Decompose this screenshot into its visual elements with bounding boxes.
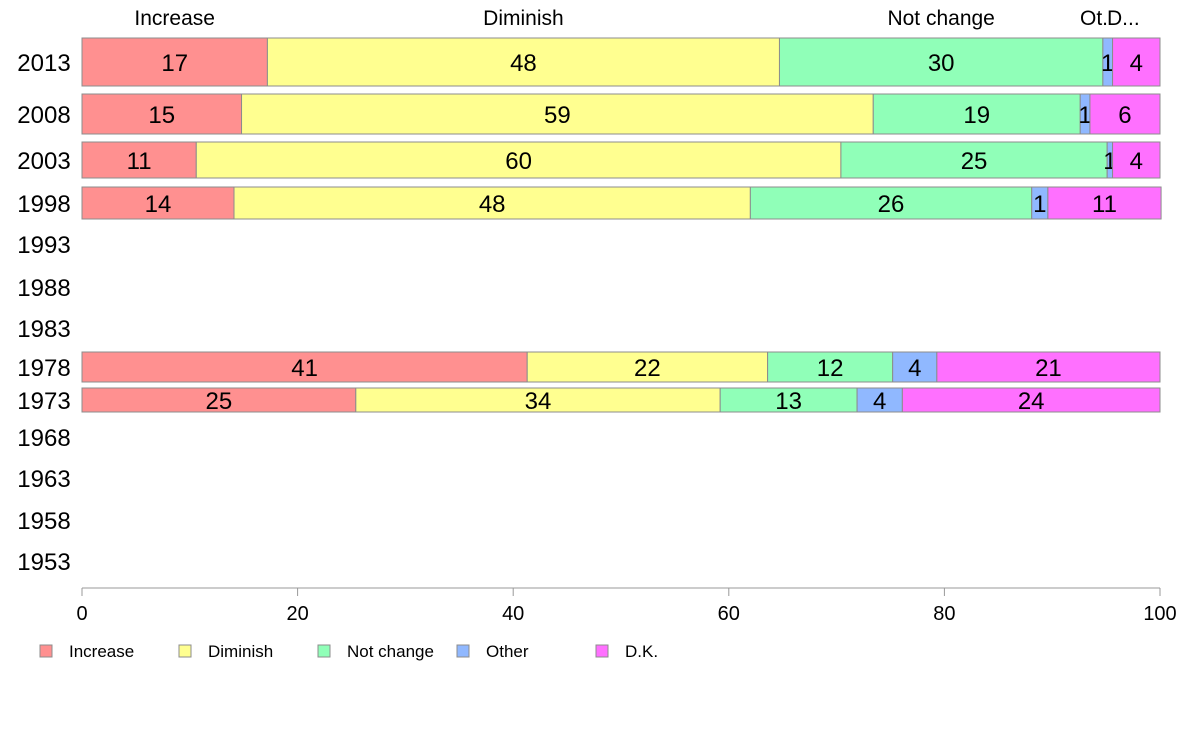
- legend-swatch-d-k-: [595, 644, 609, 658]
- bar-2008-increase: [81, 93, 243, 135]
- legend-swatch-increase: [39, 644, 53, 658]
- legend-label-not-change: Not change: [347, 642, 434, 661]
- x-tick-label-0: 0: [76, 603, 87, 625]
- x-tick-label-80: 80: [933, 603, 955, 625]
- data-label-1978-diminish: 22: [634, 355, 661, 382]
- data-label-1973-other: 4: [873, 388, 886, 415]
- year-label-1993: 1993: [17, 232, 70, 259]
- column-header-1: Diminish: [483, 7, 564, 30]
- bar-2003-d-k-: [1112, 141, 1161, 179]
- legend-label-diminish: Diminish: [208, 642, 273, 661]
- year-label-1958: 1958: [17, 508, 70, 535]
- bar-1998-diminish: [233, 186, 751, 220]
- data-label-1973-increase: 25: [206, 388, 233, 415]
- bar-2003-not-change: [840, 141, 1108, 179]
- x-tick-label-100: 100: [1143, 603, 1176, 625]
- data-label-1998-increase: 14: [145, 191, 172, 218]
- legend-swatch-other: [456, 644, 470, 658]
- data-label-2008-increase: 15: [148, 102, 175, 129]
- column-header-0: Increase: [134, 7, 215, 30]
- year-label-1968: 1968: [17, 425, 70, 452]
- data-label-2008-other: 1: [1078, 102, 1091, 129]
- bar-1978-increase: [81, 351, 528, 383]
- bar-2013-d-k-: [1112, 37, 1161, 87]
- bar-2013-increase: [81, 37, 268, 87]
- data-label-2003-increase: 11: [127, 148, 152, 175]
- legend: Increase Diminish Not change Other D.K.: [39, 642, 658, 661]
- x-axis: 0 20 40 60 80 100: [76, 587, 1177, 625]
- bar-1998-not-change: [749, 186, 1033, 220]
- y-axis-labels: 2013 2008 2003 1998 1993 1988 1983 1978 1973 1968…: [17, 50, 70, 576]
- year-label-1973: 1973: [17, 388, 70, 415]
- data-label-2008-diminish: 59: [544, 102, 571, 129]
- bar-1978-other: [892, 351, 938, 383]
- bar-2013-diminish: [266, 37, 780, 87]
- legend-label-d-k-: D.K.: [625, 642, 658, 661]
- bar-1973-other: [856, 387, 903, 413]
- data-label-2013-diminish: 48: [510, 50, 537, 77]
- data-label-1973-diminish: 34: [525, 388, 552, 415]
- bar-1978-d-k-: [936, 351, 1161, 383]
- data-label-2013-other: 1: [1101, 50, 1114, 77]
- bar-1973-not-change: [719, 387, 858, 413]
- bar-2008-not-change: [872, 93, 1081, 135]
- bar-2013-not-change: [778, 37, 1104, 87]
- bar-1998-d-k-: [1047, 186, 1162, 220]
- legend-label-increase: Increase: [69, 642, 134, 661]
- data-label-1978-increase: 41: [291, 355, 318, 382]
- year-label-1978: 1978: [17, 355, 70, 382]
- data-label-1998-diminish: 48: [479, 191, 506, 218]
- year-label-2003: 2003: [17, 148, 70, 175]
- bar-2008-d-k-: [1089, 93, 1161, 135]
- x-tick-label-20: 20: [286, 603, 308, 625]
- bar-1973-d-k-: [901, 387, 1161, 413]
- year-label-2013: 2013: [17, 50, 70, 77]
- year-label-1963: 1963: [17, 466, 70, 493]
- bar-1973-increase: [81, 387, 357, 413]
- data-label-1973-not-change: 13: [775, 388, 802, 415]
- data-label-1978-other: 4: [908, 355, 921, 382]
- year-label-1953: 1953: [17, 549, 70, 576]
- bar-2008-diminish: [241, 93, 874, 135]
- data-label-2013-d-k-: 4: [1130, 50, 1143, 77]
- data-label-2013-increase: 17: [161, 50, 188, 77]
- column-header-2: Not change: [887, 7, 994, 30]
- data-label-1978-d-k-: 21: [1035, 355, 1062, 382]
- year-label-1983: 1983: [17, 316, 70, 343]
- legend-label-other: Other: [486, 642, 529, 661]
- data-label-1998-not-change: 26: [878, 191, 905, 218]
- column-header-4: D...: [1107, 7, 1140, 30]
- data-label-2003-diminish: 60: [505, 148, 532, 175]
- data-label-2003-not-change: 25: [961, 148, 988, 175]
- x-tick-label-40: 40: [502, 603, 524, 625]
- bar-1978-diminish: [526, 351, 769, 383]
- data-label-1978-not-change: 12: [817, 355, 844, 382]
- bar-2003-diminish: [195, 141, 842, 179]
- year-label-1988: 1988: [17, 275, 70, 302]
- x-tick-label-60: 60: [718, 603, 740, 625]
- data-label-1998-other: 1: [1033, 191, 1046, 218]
- legend-swatch-not-change: [317, 644, 331, 658]
- data-label-2008-d-k-: 6: [1118, 102, 1131, 129]
- data-label-1973-d-k-: 24: [1018, 388, 1045, 415]
- data-label-2013-not-change: 30: [928, 50, 955, 77]
- bar-1998-increase: [81, 186, 235, 220]
- data-label-1998-d-k-: 11: [1092, 191, 1117, 218]
- data-label-2008-not-change: 19: [963, 102, 990, 129]
- column-headers: Increase Diminish Not change Ot. D...: [134, 7, 1139, 30]
- year-label-1998: 1998: [17, 191, 70, 218]
- bar-1978-not-change: [767, 351, 894, 383]
- column-header-3: Ot.: [1080, 7, 1108, 30]
- legend-swatch-diminish: [178, 644, 192, 658]
- data-label-2003-d-k-: 4: [1130, 148, 1143, 175]
- year-label-2008: 2008: [17, 102, 70, 129]
